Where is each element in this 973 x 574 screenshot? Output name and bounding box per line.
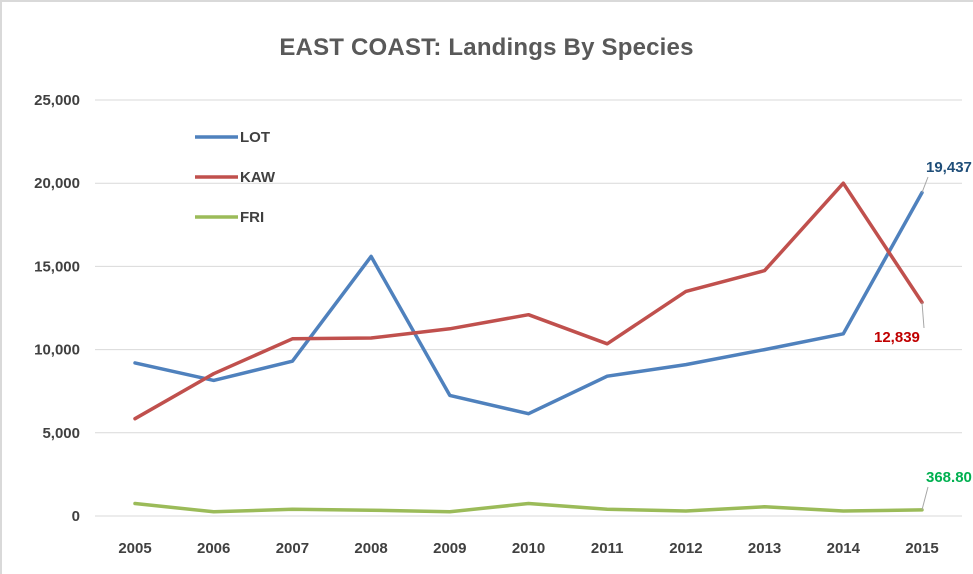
x-tick-label: 2006	[197, 540, 230, 557]
legend-label-kaw: KAW	[240, 169, 276, 186]
y-tick-label: 0	[72, 508, 80, 525]
x-tick-label: 2011	[591, 540, 624, 557]
legend-label-fri: FRI	[240, 209, 264, 226]
x-tick-label: 2014	[827, 540, 861, 557]
x-tick-label: 2009	[433, 540, 466, 557]
x-tick-label: 2010	[512, 540, 545, 557]
y-tick-label: 20,000	[34, 175, 80, 192]
x-tick-label: 2005	[118, 540, 151, 557]
series-line-fri	[133, 501, 924, 514]
end-label-fri: 368.80	[926, 469, 972, 486]
leader-line-fri	[921, 486, 929, 510]
end-label-leaders	[921, 176, 929, 510]
series-line-kaw	[133, 181, 924, 421]
x-tick-label: 2015	[905, 540, 938, 557]
end-label-kaw: 12,839	[874, 329, 920, 346]
end-label-lot: 19,437	[926, 159, 972, 176]
x-tick-label: 2012	[669, 540, 702, 557]
x-tick-label: 2013	[748, 540, 781, 557]
y-tick-label: 25,000	[34, 92, 80, 109]
chart-title: EAST COAST: Landings By Species	[279, 34, 694, 61]
x-tick-label: 2008	[354, 540, 387, 557]
legend: LOT KAW FRI	[195, 129, 276, 226]
y-tick-label: 15,000	[34, 258, 80, 275]
leader-line-kaw	[921, 302, 925, 329]
y-tick-label: 10,000	[34, 342, 80, 359]
y-tick-label: 5,000	[42, 425, 80, 442]
series-lines	[133, 181, 924, 514]
gridlines	[95, 99, 962, 517]
end-labels: 19,437 12,839 368.80	[874, 159, 972, 486]
leader-line-lot	[921, 176, 929, 193]
series-line-lot	[133, 190, 924, 416]
legend-label-lot: LOT	[240, 129, 270, 146]
y-axis-ticks: 0 5,000 10,000 15,000 20,000 25,000	[34, 92, 80, 525]
x-axis-ticks: 2005 2006 2007 2008 2009 2010 2011 2012 2013 2014…	[118, 540, 938, 557]
x-tick-label: 2007	[276, 540, 309, 557]
